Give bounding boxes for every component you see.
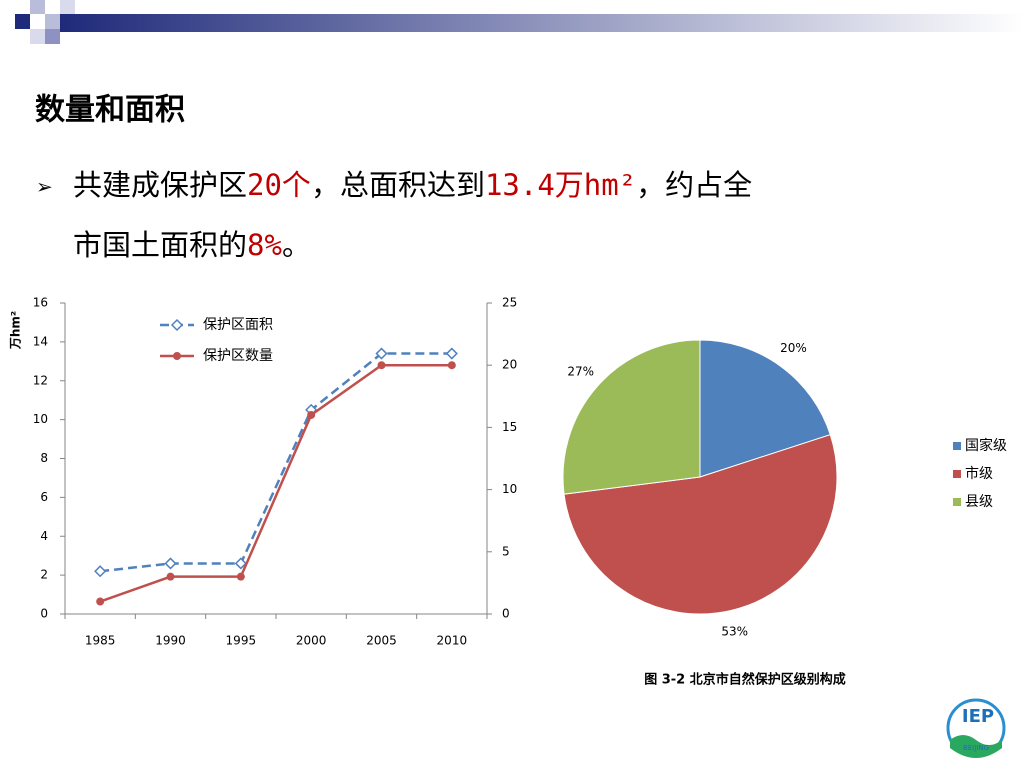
legend-label: 保护区数量 bbox=[203, 348, 273, 364]
bullet-segment: 8% bbox=[247, 228, 282, 262]
bullet-segment: 。 bbox=[282, 228, 311, 262]
legend-label: 国家级 bbox=[965, 437, 1007, 454]
series-line bbox=[100, 352, 452, 573]
x-tick-label: 2010 bbox=[437, 634, 468, 648]
pie-label: 20% bbox=[780, 341, 807, 355]
pie-label: 27% bbox=[567, 364, 594, 378]
y2-tick-label: 5 bbox=[502, 544, 510, 558]
series-line bbox=[99, 363, 452, 603]
bullet-segment: ，约占全 bbox=[636, 168, 752, 202]
bullet-segment: 市国土面积的 bbox=[73, 228, 247, 262]
y-tick-label: 4 bbox=[40, 529, 48, 543]
y-tick-label: 6 bbox=[40, 490, 48, 504]
y2-tick-label: 10 bbox=[502, 482, 517, 496]
pie-label: 53% bbox=[721, 625, 748, 639]
bullet-segment: ，总面积达到 bbox=[311, 168, 485, 202]
legend-swatch bbox=[953, 498, 961, 506]
x-tick-label: 1995 bbox=[226, 634, 257, 648]
y2-tick-label: 20 bbox=[502, 358, 517, 372]
bullet-segment: 20个 bbox=[247, 168, 311, 202]
y2-tick-label: 0 bbox=[502, 607, 510, 621]
x-tick-label: 2000 bbox=[296, 634, 327, 648]
marker bbox=[94, 565, 107, 578]
pie-slice bbox=[699, 339, 831, 478]
y-tick-label: 0 bbox=[40, 607, 48, 621]
marker bbox=[375, 347, 388, 360]
logo-sub: BEIJING bbox=[963, 744, 989, 752]
bullet-segment: 共建成保护区 bbox=[73, 168, 247, 202]
header-decoration bbox=[15, 0, 1024, 44]
y-tick-label: 2 bbox=[40, 568, 48, 582]
marker bbox=[166, 572, 175, 581]
bullet-text: 共建成保护区20个，总面积达到13.4万hm²，约占全 bbox=[73, 168, 752, 202]
y2-tick-label: 25 bbox=[502, 296, 517, 310]
x-tick-label: 2005 bbox=[366, 634, 397, 648]
marker bbox=[236, 572, 245, 581]
legend-label: 保护区面积 bbox=[203, 317, 273, 333]
logo-text: IEP bbox=[962, 706, 994, 727]
marker bbox=[164, 557, 177, 570]
x-tick-label: 1990 bbox=[155, 634, 186, 648]
logo: IEP BEIJING bbox=[946, 698, 1006, 758]
pie-slice bbox=[563, 434, 838, 615]
legend-label: 市级 bbox=[965, 465, 993, 482]
marker bbox=[96, 597, 105, 606]
slide-title: 数量和面积 bbox=[35, 93, 185, 128]
caption: 图 3-2 北京市自然保护区级别构成 bbox=[644, 672, 846, 688]
bullet-segment: 13.4万hm² bbox=[485, 168, 636, 202]
y-tick-label: 8 bbox=[40, 451, 48, 465]
y-tick-label: 16 bbox=[33, 296, 48, 310]
marker bbox=[307, 410, 316, 419]
bullet-marker: ➢ bbox=[36, 175, 53, 199]
marker bbox=[234, 557, 247, 570]
y-tick-label: 12 bbox=[33, 373, 48, 387]
marker bbox=[170, 318, 184, 332]
legend-label: 县级 bbox=[965, 494, 993, 510]
y-tick-label: 14 bbox=[33, 334, 48, 348]
marker bbox=[447, 361, 456, 370]
pie-slice bbox=[562, 339, 701, 495]
x-tick-label: 1985 bbox=[85, 634, 116, 648]
bullet-text: 市国土面积的8%。 bbox=[73, 228, 311, 262]
y-tick-label: 10 bbox=[33, 412, 48, 426]
y2-tick-label: 15 bbox=[502, 420, 517, 434]
marker bbox=[445, 347, 458, 360]
marker bbox=[377, 361, 386, 370]
legend-swatch bbox=[953, 442, 961, 450]
legend-swatch bbox=[953, 470, 961, 478]
y-axis-label: 万hm² bbox=[9, 311, 23, 350]
marker bbox=[173, 352, 181, 360]
